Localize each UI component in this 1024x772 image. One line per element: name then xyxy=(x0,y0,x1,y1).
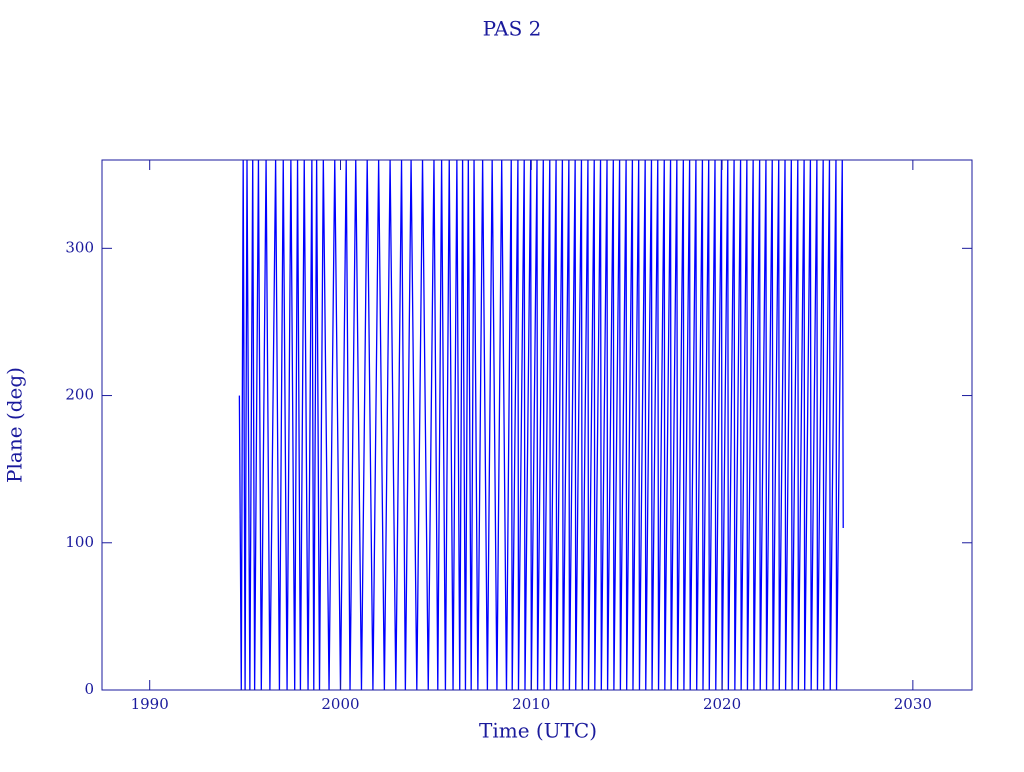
chart-title: PAS 2 xyxy=(483,17,542,41)
x-tick-label: 2030 xyxy=(894,695,932,713)
x-tick-label: 2020 xyxy=(703,695,741,713)
y-tick-label: 200 xyxy=(65,386,94,404)
x-tick-label: 2000 xyxy=(321,695,359,713)
y-tick-label: 100 xyxy=(65,533,94,551)
y-tick-label: 0 xyxy=(84,680,94,698)
x-axis-label: Time (UTC) xyxy=(479,719,597,743)
x-tick-label: 1990 xyxy=(131,695,169,713)
y-axis-label: Plane (deg) xyxy=(3,367,27,483)
x-tick-label: 2010 xyxy=(512,695,550,713)
y-tick-label: 300 xyxy=(65,238,94,256)
plot-frame xyxy=(101,159,973,691)
data-line xyxy=(238,159,844,691)
